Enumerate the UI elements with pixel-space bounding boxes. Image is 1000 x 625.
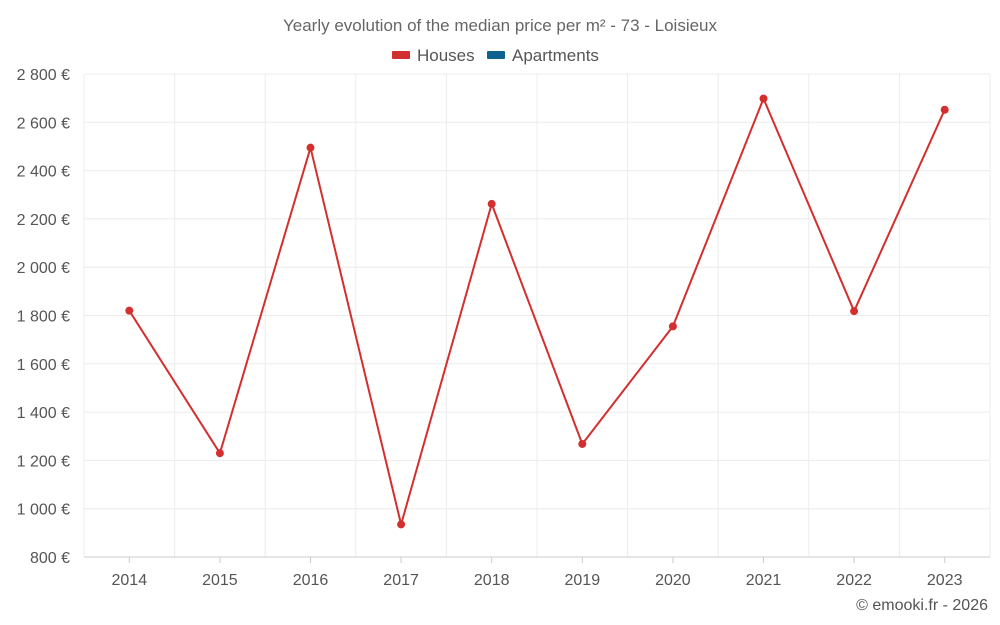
y-tick-label: 2 400 € xyxy=(17,164,70,181)
legend-label-apartments: Apartments xyxy=(512,46,599,65)
data-point-houses-2023[interactable] xyxy=(940,105,949,114)
data-point-houses-2017[interactable] xyxy=(397,520,406,529)
y-tick-label: 2 000 € xyxy=(17,260,70,277)
series-layer xyxy=(125,94,949,529)
data-point-houses-2022[interactable] xyxy=(850,307,859,316)
x-axis-ticks: 2014 2015 2016 2017 2018 2019 2020 2021 2022 2023 xyxy=(112,557,963,589)
y-axis-ticks: 800 € 1 000 € 1 200 € 1 400 € 1 600 € 1 800 €… xyxy=(17,67,70,567)
y-tick-label: 1 200 € xyxy=(17,453,70,470)
x-tick-label: 2018 xyxy=(474,572,510,589)
y-tick-label: 2 800 € xyxy=(17,67,70,84)
y-tick-label: 1 600 € xyxy=(17,357,70,374)
y-tick-label: 2 600 € xyxy=(17,115,70,132)
legend-item-apartments[interactable]: Apartments xyxy=(487,46,599,65)
data-point-houses-2016[interactable] xyxy=(306,143,315,152)
y-tick-label: 2 200 € xyxy=(17,212,70,229)
x-tick-label: 2016 xyxy=(293,572,329,589)
series-line-houses xyxy=(128,97,946,526)
grid xyxy=(83,73,991,557)
y-tick-label: 1 400 € xyxy=(17,405,70,422)
legend-label-houses: Houses xyxy=(417,46,475,65)
data-point-houses-2014[interactable] xyxy=(125,306,134,315)
legend: Houses Apartments xyxy=(392,46,599,65)
chart-title: Yearly evolution of the median price per… xyxy=(283,16,718,35)
x-tick-label: 2019 xyxy=(565,572,601,589)
y-tick-label: 1 000 € xyxy=(17,502,70,519)
x-tick-label: 2022 xyxy=(836,572,872,589)
x-tick-label: 2015 xyxy=(202,572,238,589)
x-tick-label: 2023 xyxy=(927,572,963,589)
x-tick-label: 2014 xyxy=(112,572,148,589)
data-point-houses-2019[interactable] xyxy=(578,439,587,448)
data-point-houses-2015[interactable] xyxy=(215,449,224,458)
y-tick-label: 1 800 € xyxy=(17,309,70,326)
x-tick-label: 2020 xyxy=(655,572,691,589)
y-tick-label: 800 € xyxy=(30,550,70,567)
x-tick-label: 2017 xyxy=(383,572,419,589)
legend-swatch-houses xyxy=(392,51,410,59)
x-tick-label: 2021 xyxy=(746,572,782,589)
credit-text: © emooki.fr - 2026 xyxy=(856,597,988,614)
data-point-houses-2018[interactable] xyxy=(487,199,496,208)
legend-swatch-apartments xyxy=(487,51,505,59)
legend-item-houses[interactable]: Houses xyxy=(392,46,475,65)
data-point-houses-2021[interactable] xyxy=(759,94,768,103)
data-point-houses-2020[interactable] xyxy=(668,322,677,331)
